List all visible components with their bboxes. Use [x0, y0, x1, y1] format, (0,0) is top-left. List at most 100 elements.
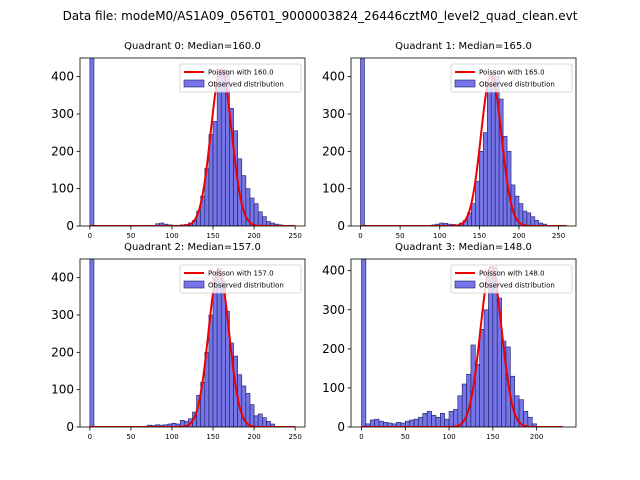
poisson-curve [89, 269, 296, 427]
histogram-bar [253, 415, 259, 427]
y-tick-label: 300 [322, 107, 345, 121]
histogram-bar [360, 58, 365, 226]
x-tick-label: 100 [165, 232, 178, 240]
histogram-bar [471, 203, 476, 226]
histogram-bar [448, 411, 454, 427]
legend-bar-swatch [454, 280, 476, 289]
y-tick-label: 400 [322, 264, 345, 278]
histogram-bar [479, 151, 484, 226]
legend-bar-label: Observed distribution [479, 282, 555, 290]
histogram-bar [261, 216, 267, 226]
x-tick-label: 0 [88, 433, 92, 441]
y-tick-label: 0 [66, 219, 74, 233]
histogram-bar [257, 211, 263, 226]
x-tick-label: 200 [247, 433, 260, 441]
histogram-bar [220, 68, 226, 226]
legend-curve-label: Poisson with 165.0 [479, 69, 545, 77]
legend-curve-label: Poisson with 157.0 [208, 270, 274, 278]
panel-title: Quadrant 0: Median=160.0 [124, 41, 261, 52]
x-tick-label: 50 [401, 433, 410, 441]
histogram-bar [435, 416, 441, 427]
histogram-bar [422, 413, 428, 427]
y-tick-label: 100 [322, 182, 345, 196]
histogram-bar [409, 419, 415, 427]
quadrant-3-panel: Quadrant 3: Median=148.0 0 100 200 300 400 0 50… [322, 242, 577, 441]
y-tick-label: 400 [51, 271, 74, 285]
panel-title: Quadrant 2: Median=157.0 [124, 242, 261, 253]
y-tick-label: 300 [51, 107, 74, 121]
x-tick-label: 200 [247, 232, 260, 240]
legend-box [179, 63, 302, 93]
quadrant-0-panel: Quadrant 0: Median=160.0 0 100 200 300 400 0 50… [51, 41, 306, 240]
poisson-curve [89, 68, 296, 226]
histogram-bar [439, 413, 445, 427]
quadrant-1-panel: Quadrant 1: Median=165.0 0 100 200 300 400 0 50… [322, 41, 577, 240]
x-tick-label: 150 [486, 433, 499, 441]
x-tick-label: 100 [442, 433, 455, 441]
legend-box [450, 264, 573, 294]
histogram-bar [369, 419, 375, 427]
y-tick-label: 200 [51, 345, 74, 359]
x-tick-label: 100 [165, 433, 178, 441]
x-tick-label: 50 [126, 433, 135, 441]
x-tick-label: 50 [396, 232, 405, 240]
legend-bar-label: Observed distribution [208, 282, 284, 290]
histogram-bar [426, 411, 432, 427]
histogram-bar [212, 121, 218, 226]
histogram-bar [483, 132, 488, 226]
histogram-bar [527, 416, 533, 427]
histogram-bars [89, 58, 284, 226]
figure-title: Data file: modeM0/AS1A09_056T01_90000038… [63, 9, 578, 23]
panel-title: Quadrant 1: Median=165.0 [395, 41, 532, 52]
panel-title: Quadrant 3: Median=148.0 [395, 242, 532, 253]
axes-frame [79, 57, 306, 227]
x-tick-label: 150 [206, 433, 219, 441]
y-tick-label: 400 [322, 70, 345, 84]
legend-bar-swatch [183, 79, 205, 88]
x-tick-label: 250 [552, 232, 565, 240]
histogram-bar [418, 416, 424, 427]
histogram-bar [490, 72, 496, 226]
x-tick-label: 0 [358, 232, 362, 240]
y-tick-label: 100 [51, 383, 74, 397]
y-tick-label: 300 [51, 308, 74, 322]
histogram-bar [89, 58, 95, 226]
histogram-bar [89, 259, 95, 427]
x-tick-label: 200 [530, 433, 543, 441]
histogram-bar [444, 418, 450, 427]
x-tick-label: 150 [206, 232, 219, 240]
histogram-bar [479, 329, 485, 427]
y-tick-label: 0 [337, 219, 345, 233]
y-tick-label: 400 [51, 70, 74, 84]
histogram-bar [531, 423, 537, 427]
x-tick-label: 0 [359, 433, 363, 441]
legend-box [179, 264, 302, 294]
x-tick-label: 250 [288, 433, 301, 441]
histogram-bar [220, 281, 226, 427]
x-tick-label: 150 [473, 232, 486, 240]
legend-curve-label: Poisson with 148.0 [479, 270, 545, 278]
histogram-bar [261, 417, 267, 427]
histogram-bar [453, 409, 459, 427]
legend-bar-label: Observed distribution [208, 81, 284, 89]
histogram-bar [208, 314, 214, 427]
histogram-bar [374, 418, 380, 427]
histogram-bar [249, 404, 255, 427]
x-tick-label: 100 [433, 232, 446, 240]
histogram-bar [361, 259, 367, 427]
histogram-bar [270, 423, 275, 427]
legend: Poisson with 157.0 Observed distribution [179, 264, 302, 294]
legend: Poisson with 165.0 Observed distribution [450, 63, 573, 93]
histogram-bar [526, 212, 532, 226]
histogram-bar [431, 414, 437, 427]
legend-bar-label: Observed distribution [479, 81, 555, 89]
legend-bar-swatch [183, 280, 205, 289]
x-tick-label: 250 [288, 232, 301, 240]
histogram-bar [241, 175, 247, 226]
y-tick-label: 200 [322, 144, 345, 158]
y-tick-label: 200 [51, 144, 74, 158]
axes-frame [350, 258, 577, 428]
axes-frame [350, 57, 577, 227]
histogram-bar [475, 180, 480, 226]
histogram-bar [413, 418, 419, 427]
